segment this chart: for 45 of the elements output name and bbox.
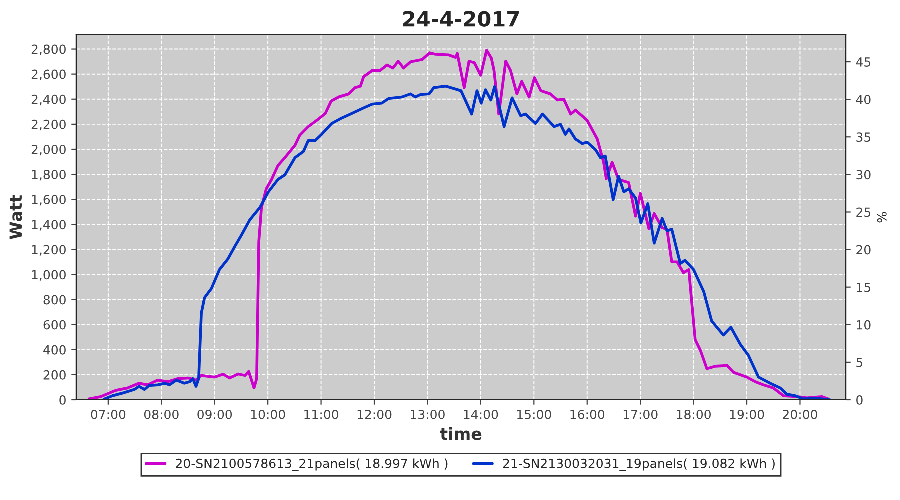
x-tick-label: 15:00 [518,410,552,420]
x-tick-label: 08:00 [144,410,179,420]
y2-tick-label: 0 [856,395,863,405]
y-tick-label: 200 [44,370,66,380]
y2-tick-label: 20 [856,245,871,255]
y-tick-label: 1,800 [32,170,66,181]
x-tick-label: 14:00 [464,410,498,420]
y2-tick-label: 40 [856,95,871,105]
y2-tick-label: 30 [856,170,871,180]
y-tick-label: 400 [44,345,66,355]
x-axis-title: time [440,427,482,440]
y-tick-label: 1,400 [32,220,66,231]
y-axis-title: Watt [10,195,22,240]
x-tick-label: 16:00 [570,410,605,420]
y2-tick-label: 45 [856,58,871,67]
x-tick-label: 19:00 [730,410,764,420]
y-tick-label: 1,200 [32,245,66,256]
x-tick-label: 13:00 [411,410,445,420]
x-tick-label: 07:00 [91,410,126,420]
y2-tick-label: 25 [856,208,871,218]
legend-label: 21-SN2130032031_19panels( 19.082 kWh ) [503,458,775,472]
x-tick-label: 18:00 [677,410,711,420]
y-tick-label: 2,200 [32,120,66,131]
y2-tick-label: 5 [856,358,863,368]
x-tick-label: 17:00 [624,410,658,420]
y-tick-label: 1,600 [32,195,66,206]
x-tick-label: 11:00 [304,410,338,420]
y-tick-label: 0 [60,395,66,405]
x-tick-label: 10:00 [251,410,286,420]
y-tick-label: 800 [44,295,66,305]
x-tick-label: 09:00 [198,410,232,420]
y-tick-label: 2,400 [32,94,66,106]
x-tick-label: 12:00 [358,410,392,420]
y-tick-label: 2,600 [32,70,66,81]
y2-tick-label: 10 [857,320,871,330]
y-tick-label: 2,000 [32,144,66,156]
y-tick-label: 1,000 [32,270,66,281]
y-tick-label: 600 [44,320,66,330]
x-tick-label: 20:00 [783,410,818,420]
y2-tick-label: 35 [856,132,871,142]
y2-tick-label: 15 [857,282,871,292]
y2-axis-title: % [877,212,887,223]
y-tick-label: 2,800 [32,44,66,56]
legend-label: 20-SN2100578613_21panels( 18.997 kWh ) [176,458,448,472]
chart-title: 24-4-2017 [404,11,519,27]
